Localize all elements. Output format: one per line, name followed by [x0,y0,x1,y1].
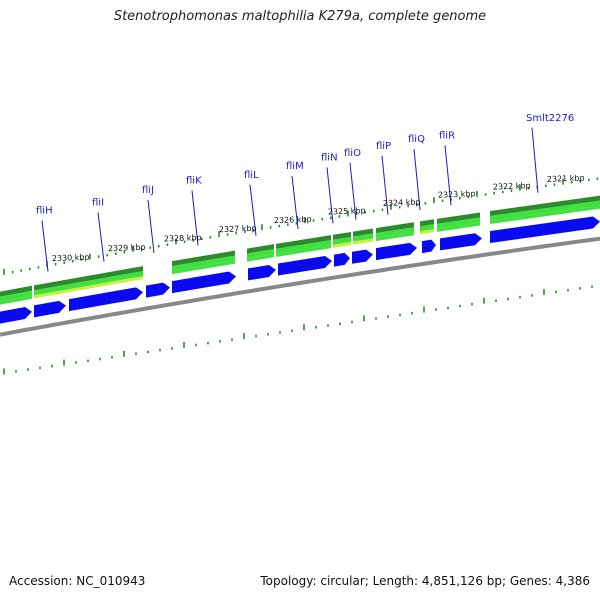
gene-band [353,228,373,237]
kbp-label: 2321 kbp [547,173,585,183]
gene-band [437,222,480,232]
kbp-label: 2327 kbp [219,224,257,234]
gene-band [420,219,434,227]
cds-arrow [146,282,170,298]
gene-band [437,212,480,224]
gene-band [276,240,331,254]
gene-band [490,205,600,225]
accession-text: Accession: NC_010943 [9,574,146,588]
gene-leader-line [413,148,421,211]
cds-arrow [34,300,66,318]
gene-leader-line [381,155,389,215]
gene-band [276,245,331,257]
gene-label-flin: fliN [321,152,338,163]
kbp-label: 2329 kbp [108,243,146,253]
gene-label-flir: fliR [439,130,455,141]
gene-band [333,231,351,240]
gene-label-flim: fliM [286,161,304,172]
gene-band [276,235,331,249]
cds-arrow [248,264,276,281]
gene-band [437,217,480,229]
cds-arrow [0,307,32,324]
gene-leader-line [531,127,539,193]
cds-arrow [352,249,373,264]
gene-band [376,232,414,242]
gene-band [172,260,235,275]
gene-band [333,241,351,248]
gene-band [247,249,274,259]
kbp-label: 2322 kbp [493,181,531,191]
gene-label-flih: fliH [36,206,53,217]
cds-arrow [422,239,436,254]
gene-band [420,224,434,232]
kbp-label: 2326 kbp [274,215,312,225]
gene-label-flii: fliI [92,198,104,209]
gene-labels: fliH fliI fliJ fliK fliL fliM fliN fliO fliP fliQ… [36,113,574,272]
gene-label-flio: fliO [344,148,361,159]
gene-band [172,255,235,272]
kbp-label: 2330 kbp [52,253,90,263]
kbp-label: 2325 kbp [328,206,366,216]
gene-band [353,238,373,245]
gene-leader-line [191,190,199,246]
gene-leader-line [291,175,299,230]
gene-band [490,200,600,222]
cds-arrow [376,242,417,261]
gene-leader-line [97,212,105,262]
gene-leader-line [349,162,357,220]
gene-band [247,244,274,254]
gene-band [376,222,414,234]
gene-band [353,233,373,242]
gene-leader-line [41,220,49,272]
gene-band [0,290,32,302]
gene-label-flil: fliL [244,170,259,181]
gene-leader-line [326,167,334,224]
topology-text: Topology: circular; Length: 4,851,126 bp… [260,574,590,588]
gene-label-flip: fliP [376,141,391,152]
gene-leader-line [444,145,452,206]
backbone-ring [0,236,600,337]
backbone-line [0,236,600,337]
gene-band [333,236,351,245]
cds-arrow [69,287,143,312]
kbp-label: 2324 kbp [383,198,421,208]
gene-band [376,227,414,239]
gene-band [420,229,434,235]
bottom-tick-ring [3,285,593,375]
gene-band [34,266,143,291]
gene-band [247,254,274,262]
kbp-labels: 2330 kbp 2329 kbp 2328 kbp 2327 kbp 2326 kbp… [52,173,585,263]
map-title: Stenotrophomonas maltophilia K279a, comp… [113,9,487,24]
cds-arrow [440,233,482,251]
gene-band [0,295,32,305]
kbp-label: 2323 kbp [438,189,476,199]
kbp-label: 2328 kbp [164,233,202,243]
gene-label-flij: fliJ [142,185,154,196]
cds-arrow [490,216,600,244]
gene-label-smlt2276: Smlt2276 [526,113,574,124]
gene-band [0,285,32,297]
cds-arrow [172,271,236,294]
cds-arrow [334,252,350,267]
top-tick-ring [3,177,599,275]
gene-band [172,250,235,267]
feature-tracks [0,195,600,324]
gene-band [34,271,143,296]
cds-arrow [278,256,332,276]
gene-label-fliq: fliQ [408,134,425,145]
gene-leader-line [249,184,257,236]
gene-band [490,195,600,217]
gene-leader-line [147,199,155,253]
gene-label-flik: fliK [186,175,202,186]
gene-band [34,276,143,299]
